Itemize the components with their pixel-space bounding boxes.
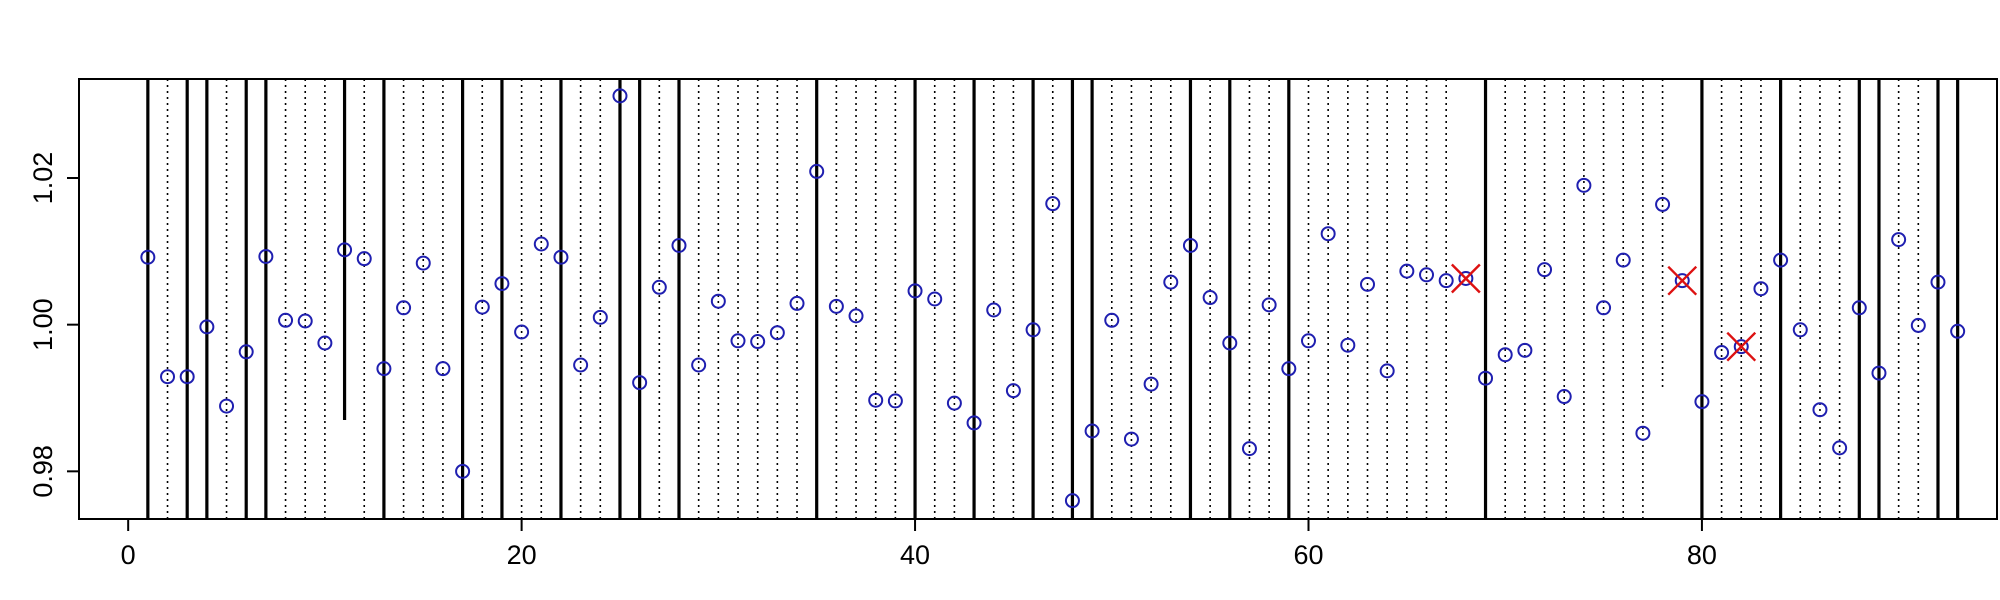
data-point xyxy=(889,394,902,407)
data-point xyxy=(161,370,174,383)
data-point xyxy=(574,359,587,372)
y-axis: 0.98 1.00 1.02 xyxy=(28,152,79,498)
data-point xyxy=(1381,364,1394,377)
data-point xyxy=(653,281,666,294)
data-point xyxy=(732,334,745,347)
data-point xyxy=(1577,179,1590,192)
x-tick-label: 60 xyxy=(1293,540,1323,570)
vertical-lines xyxy=(148,79,1958,519)
flagged-point-marker xyxy=(1668,267,1696,295)
data-point xyxy=(1243,442,1256,455)
x-tick-label: 20 xyxy=(507,540,537,570)
x-tick-label: 0 xyxy=(121,540,136,570)
plot-frame xyxy=(79,79,1997,519)
data-point xyxy=(1420,268,1433,281)
data-point xyxy=(1440,274,1453,287)
data-point xyxy=(1263,298,1276,311)
y-tick-label: 1.02 xyxy=(28,152,58,205)
y-tick-label: 0.98 xyxy=(28,445,58,498)
data-point xyxy=(692,359,705,372)
data-point xyxy=(594,311,607,324)
x-tick-label: 40 xyxy=(900,540,930,570)
x-axis: 0 20 40 60 80 xyxy=(121,519,1717,570)
flagged-point-marker xyxy=(1452,264,1480,292)
data-point xyxy=(417,257,430,270)
y-tick-label: 1.00 xyxy=(28,298,58,351)
data-point xyxy=(751,335,764,348)
data-point xyxy=(1715,346,1728,359)
x-tick-label: 80 xyxy=(1687,540,1717,570)
data-point xyxy=(1302,334,1315,347)
data-point xyxy=(928,293,941,306)
